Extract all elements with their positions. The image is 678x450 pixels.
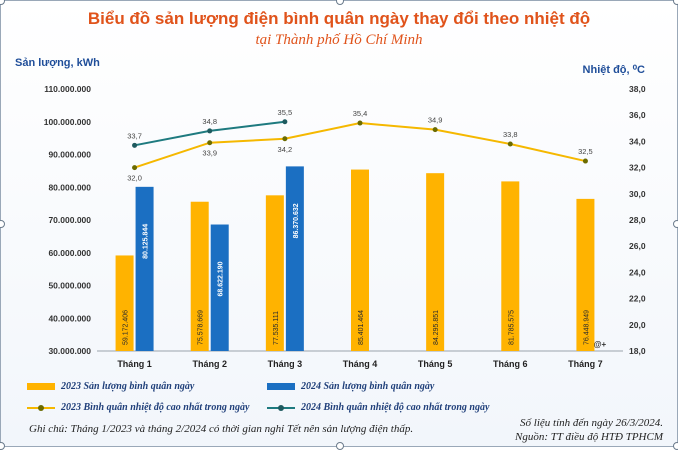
line-2023-point bbox=[357, 120, 363, 126]
line-2024-value-label: 33,7 bbox=[127, 131, 142, 140]
line-2023-value-label: 32,0 bbox=[127, 174, 142, 183]
y-right-tick-label: 36,0 bbox=[629, 110, 646, 120]
y-left-tick-label: 90.000.000 bbox=[48, 150, 91, 160]
line-2024-point bbox=[282, 119, 288, 125]
y-left-tick-label: 100.000.000 bbox=[44, 117, 92, 127]
y-right-tick-label: 20,0 bbox=[629, 320, 646, 330]
y-axis-right-label: Nhiệt độ, ⁰C bbox=[582, 64, 645, 76]
line-2023-value-label: 34,9 bbox=[428, 116, 443, 125]
x-tick-label: Tháng 2 bbox=[192, 359, 227, 369]
line-2023-value-label: 34,2 bbox=[278, 145, 293, 154]
y-axis-left-label: Sản lượng, kWh bbox=[15, 57, 100, 69]
resize-handle-top-right[interactable] bbox=[673, 0, 678, 5]
source-credit: Nguồn: TT điều độ HTĐ TPHCM bbox=[514, 431, 663, 443]
y-left-tick-label: 110.000.000 bbox=[44, 84, 91, 94]
line-2023-value-label: 32,5 bbox=[578, 147, 593, 156]
bar-2024 bbox=[210, 224, 229, 351]
bar-2023 bbox=[265, 195, 284, 351]
bar-2023-value-label: 75.578.669 bbox=[198, 310, 205, 345]
bar-2023 bbox=[190, 201, 209, 351]
chart-subtitle: tại Thành phố Hồ Chí Minh bbox=[255, 32, 423, 48]
x-tick-label: Tháng 3 bbox=[268, 359, 303, 369]
resize-handle-middle-left[interactable] bbox=[0, 220, 5, 228]
bar-2023-value-label: 81.785.575 bbox=[508, 310, 515, 345]
bar-2023-value-label: 59.172.406 bbox=[123, 310, 130, 345]
line-2024-point bbox=[207, 128, 213, 134]
x-tick-label: Tháng 4 bbox=[343, 359, 378, 369]
bar-2024-value-label: 80.125.844 bbox=[143, 224, 150, 259]
line-2024-value-label: 35,5 bbox=[278, 108, 293, 117]
line-2023-value-label: 35,4 bbox=[353, 109, 368, 118]
bar-2024 bbox=[135, 186, 154, 351]
line-2023-point bbox=[207, 140, 213, 146]
bar-2023-value-label: 76.448.949 bbox=[583, 310, 590, 345]
y-left-tick-label: 70.000.000 bbox=[48, 215, 91, 225]
line-2023-value-label: 33,9 bbox=[202, 149, 217, 158]
bar-2023 bbox=[576, 198, 595, 351]
resize-handle-top-left[interactable] bbox=[0, 0, 5, 5]
chart-note: Ghi chú: Tháng 1/2023 và tháng 2/2024 có… bbox=[29, 423, 414, 435]
bar-2024 bbox=[285, 166, 304, 351]
bar-2023 bbox=[426, 173, 445, 351]
y-left-tick-label: 60.000.000 bbox=[48, 248, 91, 258]
y-left-tick-label: 40.000.000 bbox=[48, 313, 91, 323]
resize-handle-top-center[interactable] bbox=[336, 0, 344, 5]
line-2023-point bbox=[432, 127, 438, 133]
y-left-tick-label: 80.000.000 bbox=[48, 182, 91, 192]
source-date: Số liệu tính đến ngày 26/3/2024. bbox=[520, 417, 663, 429]
y-right-tick-label: 32,0 bbox=[629, 163, 646, 173]
bar-2023-value-label: 77.535.111 bbox=[273, 311, 280, 345]
line-2024-point bbox=[132, 142, 138, 148]
line-2023-value-label: 33,8 bbox=[503, 130, 518, 139]
bar-2023 bbox=[115, 255, 134, 351]
x-tick-label: Tháng 7 bbox=[568, 359, 603, 369]
bar-2024-value-label: 68.622.190 bbox=[218, 261, 225, 296]
line-2023 bbox=[134, 122, 586, 169]
y-left-tick-label: 50.000.000 bbox=[48, 281, 91, 291]
watermark-text: @+ bbox=[594, 340, 607, 349]
bar-2023-value-label: 85.401.464 bbox=[358, 310, 365, 345]
y-right-tick-label: 30,0 bbox=[629, 189, 646, 199]
x-tick-label: Tháng 5 bbox=[418, 359, 453, 369]
y-right-tick-label: 24,0 bbox=[629, 267, 646, 277]
y-right-tick-label: 26,0 bbox=[629, 241, 646, 251]
bar-2023 bbox=[501, 181, 520, 351]
line-2023-point bbox=[582, 158, 588, 164]
y-right-tick-label: 38,0 bbox=[629, 84, 646, 94]
line-2023-point bbox=[132, 165, 138, 171]
y-left-tick-label: 30.000.000 bbox=[48, 346, 91, 356]
x-tick-label: Tháng 1 bbox=[117, 359, 152, 369]
x-tick-label: Tháng 6 bbox=[493, 359, 528, 369]
bar-2023-value-label: 84.295.851 bbox=[433, 310, 440, 345]
y-right-tick-label: 28,0 bbox=[629, 215, 646, 225]
y-right-tick-label: 22,0 bbox=[629, 294, 646, 304]
line-2023-point bbox=[282, 136, 288, 142]
line-2023-point bbox=[507, 141, 513, 147]
y-right-tick-label: 18,0 bbox=[629, 346, 646, 356]
line-2024-value-label: 34,8 bbox=[202, 117, 217, 126]
bar-2024-value-label: 86.370.632 bbox=[293, 203, 300, 238]
chart-title: Biểu đồ sản lượng điện bình quân ngày th… bbox=[87, 9, 591, 28]
bar-2023 bbox=[351, 169, 369, 351]
resize-handle-middle-right[interactable] bbox=[673, 220, 678, 228]
y-right-tick-label: 34,0 bbox=[629, 136, 646, 146]
